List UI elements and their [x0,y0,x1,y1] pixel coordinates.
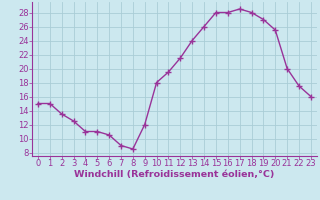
X-axis label: Windchill (Refroidissement éolien,°C): Windchill (Refroidissement éolien,°C) [74,170,275,179]
